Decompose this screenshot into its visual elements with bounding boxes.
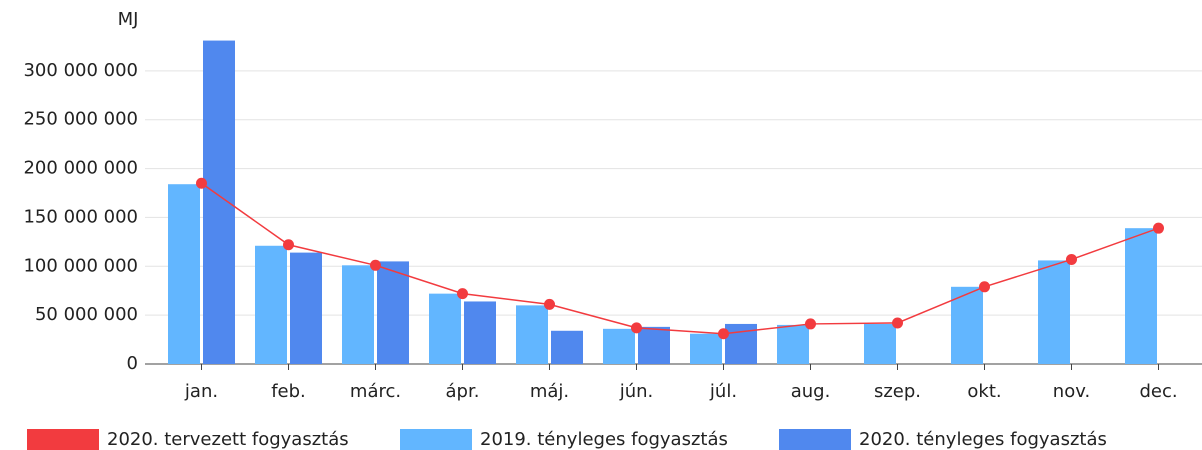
line-point bbox=[892, 317, 903, 329]
y-tick-label: 200 000 000 bbox=[23, 158, 138, 179]
line-point bbox=[979, 281, 990, 293]
x-tick-label: jan. bbox=[184, 381, 218, 402]
x-tick-label: dec. bbox=[1139, 381, 1177, 402]
bar bbox=[464, 301, 496, 364]
line-point bbox=[805, 318, 816, 330]
bar bbox=[864, 323, 896, 364]
line-point bbox=[631, 322, 642, 334]
x-tick-label: márc. bbox=[350, 381, 401, 402]
bar bbox=[777, 324, 809, 364]
line-point bbox=[718, 328, 729, 340]
bar bbox=[342, 265, 374, 364]
line-point bbox=[196, 177, 207, 189]
legend-label: 2020. tényleges fogyasztás bbox=[859, 429, 1107, 450]
bar bbox=[203, 40, 235, 365]
bar bbox=[255, 245, 287, 364]
y-axis-label: MJ bbox=[118, 9, 139, 30]
x-tick-label: júl. bbox=[709, 381, 737, 402]
line-point bbox=[1153, 222, 1164, 234]
bar bbox=[638, 326, 670, 364]
bar bbox=[516, 305, 548, 364]
x-tick-label: aug. bbox=[791, 381, 831, 402]
x-tick-label: okt. bbox=[967, 381, 1001, 402]
bar bbox=[951, 286, 983, 364]
x-tick-label: szep. bbox=[874, 381, 921, 402]
legend-swatch bbox=[27, 429, 99, 450]
bar bbox=[377, 261, 409, 364]
y-tick-label: 150 000 000 bbox=[23, 206, 138, 227]
y-tick-label: 50 000 000 bbox=[35, 304, 138, 325]
bar bbox=[603, 328, 635, 364]
y-tick-label: 250 000 000 bbox=[23, 109, 138, 130]
legend-swatch bbox=[779, 429, 851, 450]
y-tick-label: 0 bbox=[127, 353, 138, 374]
x-tick-label: feb. bbox=[271, 381, 306, 402]
bar bbox=[168, 184, 200, 364]
line bbox=[201, 182, 1159, 335]
legend-label: 2020. tervezett fogyasztás bbox=[107, 429, 349, 450]
line-point bbox=[544, 298, 555, 310]
x-tick-label: ápr. bbox=[446, 381, 480, 402]
x-tick-label: jún. bbox=[619, 381, 654, 402]
y-tick-label: 100 000 000 bbox=[23, 255, 138, 276]
y-tick-label: 300 000 000 bbox=[23, 60, 138, 81]
bar bbox=[551, 330, 583, 364]
bar bbox=[1038, 260, 1070, 364]
x-tick-label: máj. bbox=[530, 381, 569, 402]
line-point bbox=[370, 259, 381, 271]
line-point bbox=[457, 288, 468, 300]
bar bbox=[290, 252, 322, 364]
bar bbox=[429, 293, 461, 364]
legend-label: 2019. tényleges fogyasztás bbox=[480, 429, 728, 450]
line-point bbox=[283, 239, 294, 251]
line-point bbox=[1066, 253, 1077, 265]
bar bbox=[690, 333, 722, 364]
legend-swatch bbox=[400, 429, 472, 450]
bar bbox=[1125, 228, 1157, 364]
x-tick-label: nov. bbox=[1053, 381, 1090, 402]
